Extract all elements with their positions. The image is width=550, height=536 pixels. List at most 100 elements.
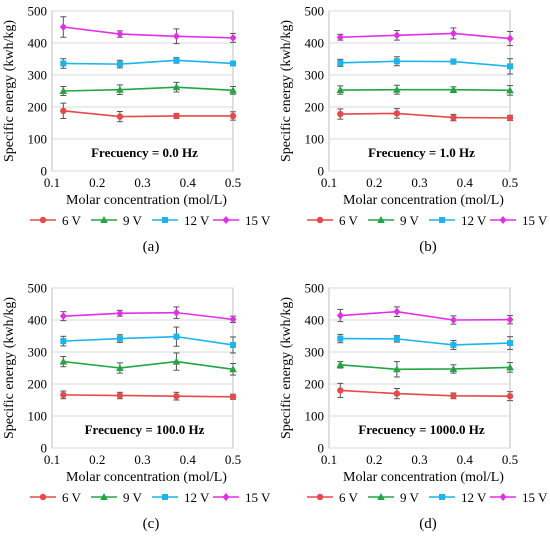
y-tick-label: 500 <box>305 281 325 296</box>
data-point <box>172 357 181 365</box>
legend-label: 15 V <box>522 213 548 228</box>
y-axis-title: Specific energy (kwh/kg) <box>2 20 17 162</box>
legend-item: 9 V <box>368 490 420 505</box>
series-9v <box>59 352 237 376</box>
data-point <box>39 493 47 501</box>
x-tick-label: 0.1 <box>44 175 60 190</box>
data-point <box>506 363 514 371</box>
data-point <box>173 112 180 120</box>
series-12v <box>60 56 236 69</box>
legend-item: 12 V <box>152 213 210 228</box>
series-line <box>63 360 234 371</box>
y-tick-label: 100 <box>305 132 325 147</box>
data-point <box>506 86 514 94</box>
data-point <box>59 23 67 31</box>
data-point <box>506 34 514 43</box>
x-tick-label: 0.4 <box>457 452 474 467</box>
x-tick-label: 0.1 <box>44 452 60 467</box>
data-point <box>393 31 401 40</box>
series-9v <box>59 81 237 96</box>
series-9v <box>336 84 514 96</box>
legend-label: 9 V <box>123 213 143 228</box>
x-axis-title: Molar concentration (mol/L) <box>343 193 504 208</box>
x-tick-label: 0.3 <box>134 175 150 190</box>
legend-label: 15 V <box>245 490 271 505</box>
data-point <box>337 110 344 118</box>
data-point <box>173 57 180 64</box>
panel-label: (a) <box>143 239 160 255</box>
data-point <box>507 63 513 70</box>
legend-label: 9 V <box>400 213 420 228</box>
legend-item: 6 V <box>30 213 82 228</box>
x-tick-label: 0.5 <box>502 175 518 190</box>
legend-label: 12 V <box>461 213 487 228</box>
legend-label: 6 V <box>62 490 82 505</box>
y-tick-label: 200 <box>305 100 325 115</box>
data-point <box>449 364 458 372</box>
data-point <box>377 493 385 500</box>
series-line <box>63 26 234 39</box>
data-point <box>100 216 108 223</box>
y-tick-label: 300 <box>305 68 325 83</box>
data-point <box>222 493 230 501</box>
y-tick-label: 300 <box>305 345 325 360</box>
data-point <box>450 29 457 38</box>
y-tick-label: 400 <box>305 36 325 51</box>
y-tick-label: 0 <box>318 164 325 179</box>
legend-item: 15 V <box>213 213 271 228</box>
legend-label: 6 V <box>339 490 359 505</box>
series-line <box>63 86 234 92</box>
data-point <box>393 85 401 93</box>
frequency-annotation: Frecuency = 100.0 Hz <box>85 422 205 437</box>
x-tick-label: 0.3 <box>134 452 150 467</box>
legend-label: 9 V <box>123 490 143 505</box>
data-point <box>116 392 124 399</box>
series-line <box>63 110 233 118</box>
data-point <box>316 216 324 224</box>
series-line <box>340 389 511 397</box>
y-tick-label: 400 <box>28 313 48 328</box>
data-point <box>173 392 180 400</box>
data-point <box>450 341 457 348</box>
data-point <box>230 60 236 67</box>
series-15v <box>59 306 237 324</box>
data-point <box>60 107 67 115</box>
frequency-annotation: Frecuency = 0.0 Hz <box>91 145 198 160</box>
y-tick-label: 300 <box>28 68 48 83</box>
data-point <box>336 33 344 42</box>
y-axis-title: Specific energy (kwh/kg) <box>279 20 294 162</box>
x-tick-label: 0.2 <box>366 175 382 190</box>
data-point <box>60 60 67 67</box>
data-point <box>439 494 445 500</box>
y-tick-label: 400 <box>28 36 48 51</box>
data-point <box>222 216 230 224</box>
legend-label: 15 V <box>245 213 271 228</box>
y-tick-label: 200 <box>28 100 48 115</box>
data-point <box>172 83 181 91</box>
y-axis-title: Specific energy (kwh/kg) <box>279 297 294 439</box>
data-point <box>100 493 108 500</box>
y-tick-label: 100 <box>28 409 48 424</box>
legend-label: 6 V <box>339 213 359 228</box>
series-12v <box>337 333 513 350</box>
legend-item: 6 V <box>307 490 359 505</box>
data-point <box>393 58 400 65</box>
y-tick-label: 400 <box>305 313 325 328</box>
data-point <box>230 341 236 348</box>
data-point <box>393 365 401 373</box>
data-point <box>337 335 344 342</box>
data-point <box>450 114 457 121</box>
series-12v <box>60 326 236 354</box>
y-tick-label: 500 <box>28 4 48 19</box>
data-point <box>229 112 237 120</box>
data-point <box>60 338 67 345</box>
panel-label: (b) <box>419 239 437 255</box>
x-tick-label: 0.5 <box>225 452 241 467</box>
data-point <box>229 365 237 373</box>
legend-label: 12 V <box>184 213 210 228</box>
data-point <box>450 58 457 65</box>
series-6v <box>337 382 514 402</box>
data-point <box>336 311 344 320</box>
legend-item: 9 V <box>368 213 420 228</box>
series-9v <box>336 360 514 378</box>
